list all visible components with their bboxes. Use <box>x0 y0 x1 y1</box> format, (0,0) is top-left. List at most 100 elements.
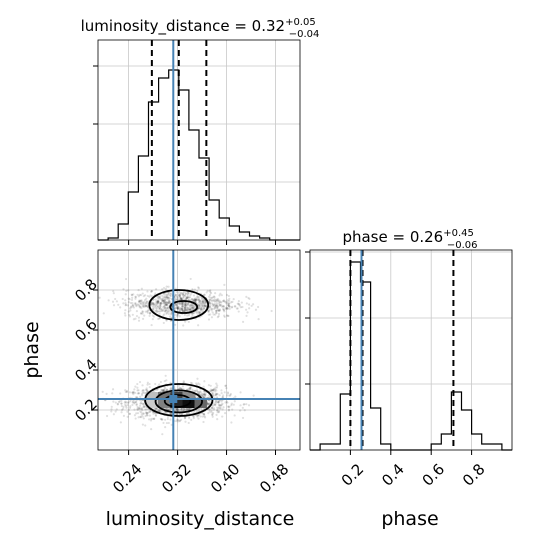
sample-point <box>166 306 169 309</box>
sample-point <box>168 408 171 411</box>
sample-point <box>139 302 142 305</box>
sample-point <box>174 412 178 416</box>
sample-point <box>162 390 165 393</box>
sample-point <box>133 402 136 405</box>
sample-point <box>187 301 190 305</box>
sample-point <box>169 300 172 303</box>
sample-point <box>184 304 187 307</box>
sample-point <box>183 310 186 313</box>
sample-point <box>131 293 134 297</box>
sample-point <box>214 306 217 309</box>
sample-point <box>191 388 194 391</box>
sample-point <box>150 290 153 293</box>
sample-point <box>207 402 210 405</box>
sample-point <box>129 400 132 403</box>
sample-point <box>145 413 148 417</box>
sample-point <box>170 423 173 426</box>
sample-point <box>177 291 180 294</box>
sample-point <box>158 296 162 299</box>
x-ticks: 0.24 0.32 0.40 0.48 <box>109 450 292 496</box>
sample-point <box>117 401 121 404</box>
contour-line <box>154 389 203 414</box>
sample-point <box>163 295 166 298</box>
sample-point <box>144 414 147 418</box>
sample-point <box>135 305 138 308</box>
sample-point <box>153 417 156 421</box>
sample-point <box>144 411 148 414</box>
sample-point <box>202 307 205 310</box>
sample-point <box>110 410 113 413</box>
sample-point <box>202 298 205 301</box>
sample-point <box>139 410 142 413</box>
sample-point <box>150 303 153 306</box>
sample-point <box>126 415 129 418</box>
sample-point <box>144 424 147 427</box>
sample-point <box>204 393 207 396</box>
sample-point <box>155 307 159 310</box>
sample-point <box>139 299 142 302</box>
sample-point <box>124 309 127 312</box>
sample-point <box>174 303 178 306</box>
sample-point <box>198 301 201 304</box>
sample-point <box>202 413 206 416</box>
sample-point <box>210 411 213 414</box>
sample-point <box>195 382 198 385</box>
sample-point <box>192 299 195 302</box>
sample-point <box>162 305 166 308</box>
sample-point <box>142 305 145 308</box>
sample-point <box>164 303 167 306</box>
sample-point <box>188 292 191 295</box>
sample-point <box>229 392 232 396</box>
sample-point <box>183 417 187 420</box>
sample-point <box>214 400 217 404</box>
sample-point <box>233 305 236 308</box>
sample-point <box>164 309 168 312</box>
sample-point <box>191 312 195 315</box>
sample-point <box>149 294 152 297</box>
sample-point <box>137 289 140 292</box>
sample-point <box>206 289 209 292</box>
sample-point <box>136 408 139 412</box>
sample-point <box>161 389 164 392</box>
sample-point <box>215 309 218 313</box>
sample-point <box>162 390 165 393</box>
sample-point <box>152 301 155 305</box>
sample-point <box>181 292 185 296</box>
sample-point <box>168 299 171 303</box>
sample-point <box>190 418 193 421</box>
sample-point <box>157 295 160 299</box>
sample-point <box>216 409 219 412</box>
sample-point <box>213 305 217 308</box>
sample-point <box>183 306 186 309</box>
sample-point <box>175 295 178 299</box>
sample-point <box>141 317 145 320</box>
sample-point <box>216 409 219 412</box>
sample-point <box>177 302 180 305</box>
sample-point <box>157 300 160 303</box>
sample-point <box>181 309 185 313</box>
sample-point <box>200 392 203 395</box>
sample-point <box>170 407 173 410</box>
sample-point <box>197 391 201 394</box>
sample-point <box>133 414 137 417</box>
sample-point <box>131 391 134 394</box>
sample-point <box>141 415 144 418</box>
sample-point <box>185 309 188 312</box>
sample-point <box>218 308 222 311</box>
sample-point <box>226 314 229 317</box>
sample-point <box>227 304 230 307</box>
sample-point <box>216 392 219 395</box>
sample-point <box>133 391 137 394</box>
sample-point <box>165 303 168 306</box>
sample-point <box>123 312 127 315</box>
sample-point <box>201 395 204 398</box>
sample-point <box>221 415 224 418</box>
sample-point <box>191 306 194 309</box>
sample-point <box>227 294 230 298</box>
sample-point <box>225 314 229 317</box>
y-ticks: 0.2 0.4 0.6 0.8 <box>71 275 101 425</box>
sample-point <box>145 300 148 303</box>
sample-point <box>218 406 221 409</box>
sample-point <box>138 299 141 302</box>
sample-point <box>208 408 211 411</box>
